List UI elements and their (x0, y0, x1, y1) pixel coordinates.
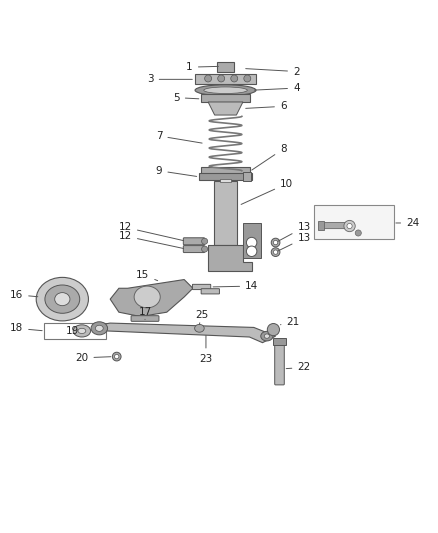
Circle shape (201, 246, 208, 252)
Ellipse shape (261, 332, 273, 341)
Circle shape (231, 75, 238, 82)
Text: 21: 21 (280, 317, 300, 327)
Ellipse shape (195, 85, 256, 96)
Text: 3: 3 (147, 75, 192, 84)
Circle shape (273, 250, 278, 254)
Circle shape (201, 238, 208, 244)
Polygon shape (110, 279, 193, 317)
Text: 7: 7 (156, 131, 202, 143)
Ellipse shape (73, 325, 91, 337)
Text: 12: 12 (119, 222, 184, 240)
Circle shape (244, 75, 251, 82)
FancyBboxPatch shape (243, 223, 261, 258)
Text: 15: 15 (136, 270, 158, 281)
Polygon shape (208, 245, 252, 271)
FancyBboxPatch shape (275, 342, 284, 385)
Circle shape (247, 237, 257, 248)
FancyBboxPatch shape (243, 172, 251, 181)
FancyBboxPatch shape (214, 181, 237, 245)
Ellipse shape (264, 334, 269, 338)
FancyBboxPatch shape (194, 74, 256, 84)
Circle shape (205, 75, 212, 82)
FancyBboxPatch shape (201, 167, 250, 175)
Text: 25: 25 (195, 310, 208, 325)
Text: 14: 14 (213, 281, 258, 291)
Circle shape (115, 354, 119, 359)
Text: 23: 23 (199, 335, 212, 364)
Text: 19: 19 (66, 326, 79, 336)
Circle shape (355, 230, 361, 236)
Text: 4: 4 (254, 83, 300, 93)
Text: 8: 8 (252, 144, 286, 170)
Circle shape (347, 223, 352, 229)
FancyBboxPatch shape (184, 246, 205, 253)
Text: 12: 12 (119, 231, 184, 248)
FancyBboxPatch shape (184, 238, 205, 245)
Text: 24: 24 (396, 218, 420, 228)
FancyBboxPatch shape (201, 289, 219, 294)
Ellipse shape (91, 322, 108, 335)
Ellipse shape (95, 325, 103, 332)
Text: 13: 13 (278, 222, 311, 241)
FancyBboxPatch shape (192, 284, 211, 289)
Ellipse shape (45, 285, 80, 313)
Ellipse shape (134, 286, 160, 308)
Ellipse shape (55, 293, 70, 305)
Circle shape (271, 248, 280, 256)
Circle shape (113, 352, 121, 361)
Text: 5: 5 (173, 93, 199, 103)
Circle shape (271, 238, 280, 247)
Ellipse shape (194, 325, 204, 332)
Text: 9: 9 (156, 166, 197, 176)
Text: 20: 20 (75, 353, 111, 363)
Ellipse shape (78, 328, 86, 334)
FancyBboxPatch shape (272, 338, 286, 345)
FancyBboxPatch shape (199, 173, 252, 180)
Ellipse shape (36, 277, 88, 321)
FancyBboxPatch shape (318, 221, 324, 230)
Text: 18: 18 (10, 324, 42, 333)
FancyBboxPatch shape (217, 62, 234, 71)
Text: 13: 13 (278, 233, 311, 251)
Polygon shape (93, 323, 276, 343)
Text: 1: 1 (186, 62, 219, 72)
Text: 16: 16 (10, 290, 38, 300)
Text: 22: 22 (286, 362, 311, 373)
Circle shape (247, 246, 257, 256)
Text: 10: 10 (241, 179, 293, 205)
Text: 17: 17 (138, 306, 152, 320)
Circle shape (273, 240, 278, 245)
Text: 6: 6 (246, 101, 286, 111)
Ellipse shape (204, 87, 247, 93)
FancyBboxPatch shape (314, 205, 394, 239)
Circle shape (344, 220, 355, 232)
Circle shape (218, 75, 225, 82)
FancyBboxPatch shape (220, 179, 231, 182)
FancyBboxPatch shape (201, 94, 250, 102)
Polygon shape (208, 102, 243, 115)
FancyBboxPatch shape (131, 316, 159, 321)
Text: 2: 2 (246, 67, 300, 77)
FancyBboxPatch shape (321, 223, 346, 229)
Circle shape (267, 324, 279, 336)
